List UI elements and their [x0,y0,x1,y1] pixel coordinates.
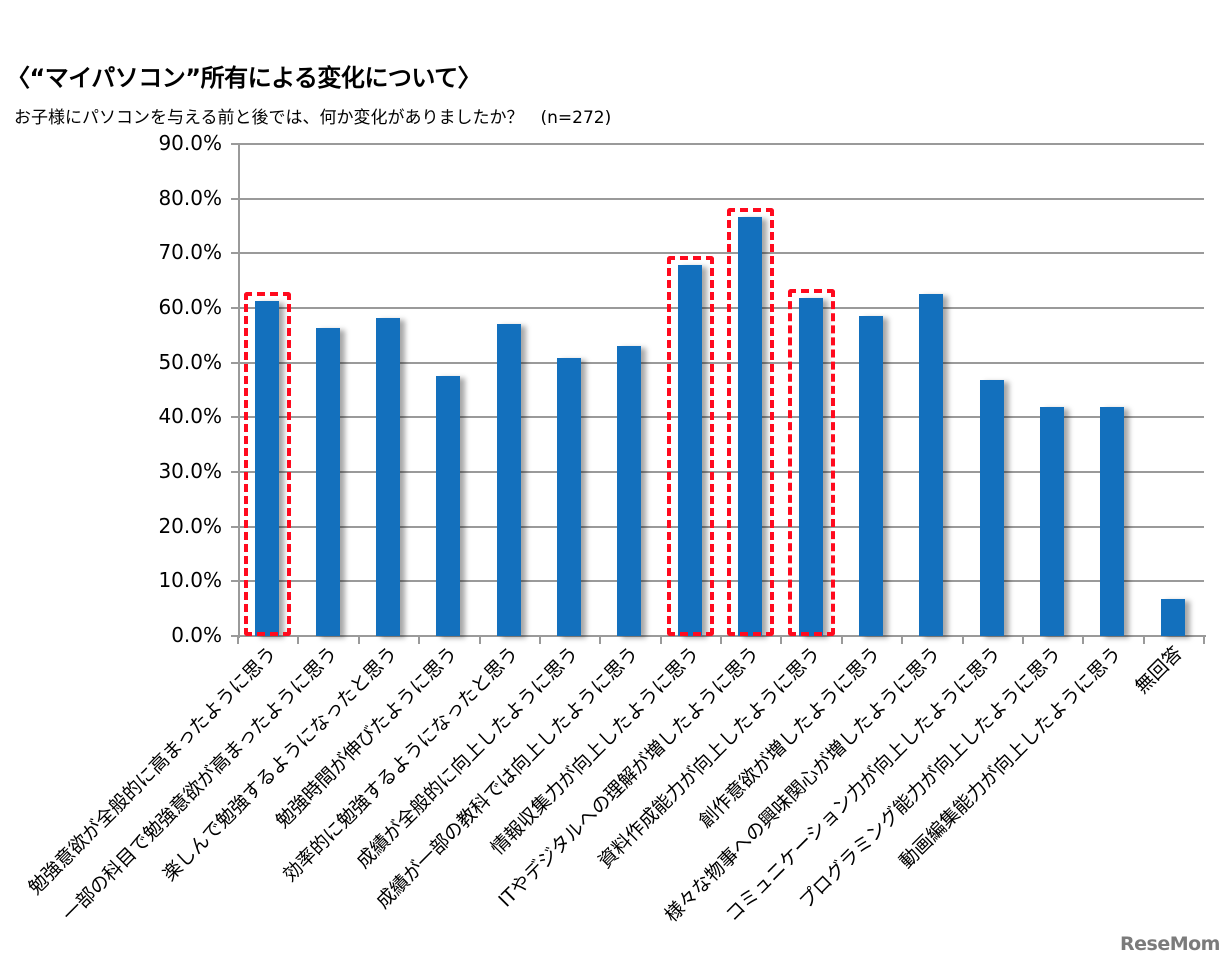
bar [919,293,944,636]
gridline [238,471,1204,473]
highlight-box [244,292,292,636]
bar [1100,407,1125,636]
y-axis-line [238,144,240,638]
x-tick [599,636,602,644]
x-tick [1142,636,1145,644]
bar [1160,598,1185,636]
gridline [238,252,1204,255]
x-axis-label: コミュニケーション力が向上したように思う [721,642,1006,927]
y-axis-label: 10.0% [158,568,222,593]
highlight-box [666,256,714,636]
y-tick [231,525,239,528]
y-tick [231,197,239,200]
x-tick [538,636,541,644]
chart-subtitle: お子様にパソコンを与える前と後では、何か変化がありましたか？ (n=272) [14,108,612,128]
resemom-logo: ReseMom [1120,933,1220,955]
bar [617,345,642,636]
y-tick [231,416,239,419]
bar [798,297,823,636]
gridline [238,580,1204,583]
y-axis-label: 0.0% [171,623,222,647]
x-axis-label: 無回答 [1130,642,1187,699]
gridline [238,307,1204,309]
y-tick [231,580,239,583]
bar [375,317,400,636]
x-axis-label: 成績が全般的に向上したように思う [352,642,583,873]
x-tick [1203,636,1205,644]
bar [1040,407,1065,636]
gridline [238,197,1204,200]
x-tick [478,636,481,644]
bar [738,216,763,636]
x-tick [659,636,662,644]
bar [255,301,280,636]
x-tick [720,636,722,644]
x-tick [1082,636,1085,644]
bar [858,315,883,636]
x-tick [297,636,300,644]
bar [557,357,582,636]
gridline [238,143,1204,145]
y-axis-label: 60.0% [158,295,222,319]
x-tick [961,636,964,644]
y-axis-label: 30.0% [158,459,222,483]
x-axis-line [238,635,1206,637]
y-axis-label: 80.0% [158,185,222,210]
x-tick [840,636,843,644]
highlight-box [727,207,775,636]
highlight-box [787,288,835,636]
bar [436,375,461,636]
y-tick [231,307,239,309]
x-axis-label: 資料作成能力が向上したように思う [593,642,825,873]
x-tick [780,636,783,644]
y-axis-label: 40.0% [158,404,222,429]
x-axis-label: 勉強意欲が全般的に高まったように思う [24,642,282,900]
x-tick [418,636,421,644]
y-axis-label: 20.0% [158,513,222,538]
bar [979,379,1004,636]
y-tick [231,252,239,255]
y-tick [231,471,239,473]
x-tick [357,636,360,644]
gridline [238,416,1204,419]
x-tick [901,636,904,644]
gridline [238,525,1204,528]
x-axis-label: 一部の科目で勉強意欲が高まったように思う [57,642,342,926]
bar [496,323,521,636]
chart-title: 〈“マイパソコン”所有による変化について〉 [6,64,482,92]
y-tick [231,143,239,145]
bar [315,327,340,636]
gridline [238,361,1204,364]
y-axis-label: 50.0% [158,349,222,374]
x-tick [1021,636,1024,644]
y-axis-label: 90.0% [158,131,222,155]
y-tick [231,635,239,637]
bar [677,265,702,636]
x-tick [237,636,239,644]
y-tick [231,361,239,364]
x-axis-label: 動画編集能力が向上したように思う [895,642,1127,873]
y-axis-label: 70.0% [158,240,222,265]
